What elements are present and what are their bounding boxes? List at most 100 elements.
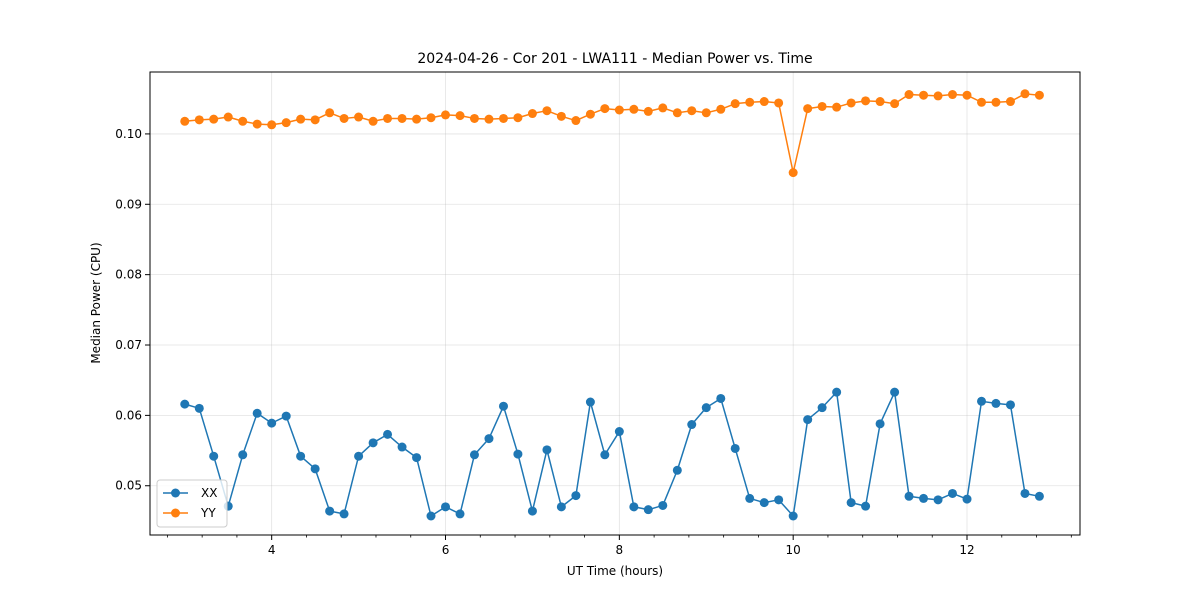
series-xx-point xyxy=(745,493,755,503)
series-xx-point xyxy=(730,443,740,453)
series-yy-point xyxy=(484,114,494,124)
axis-ticks: 4 6 8 10 12 0.05 0.06 0.07 0.08 0.09 0.10 xyxy=(115,127,1072,557)
series-xx-point xyxy=(962,494,972,504)
legend-yy-label: YY xyxy=(200,506,216,520)
series-yy-point xyxy=(643,106,653,116)
series-xx-point xyxy=(469,450,479,460)
series-xx-point xyxy=(556,502,566,512)
series-xx xyxy=(180,387,1044,521)
series-xx-point xyxy=(861,501,871,511)
series-yy-point xyxy=(672,108,682,118)
series-xx-point xyxy=(542,445,552,455)
series-yy-point xyxy=(890,99,900,109)
series-yy-point xyxy=(701,108,711,118)
series-yy-point xyxy=(585,109,595,119)
y-tick-label: 0.06 xyxy=(115,408,142,422)
series-yy-point xyxy=(730,99,740,109)
series-yy-point xyxy=(1034,90,1044,100)
series-xx-point xyxy=(759,498,769,508)
series-yy-point xyxy=(962,90,972,100)
legend-yy-marker xyxy=(171,508,180,518)
legend-xx-label: XX xyxy=(201,486,217,500)
series-xx-point xyxy=(397,442,407,452)
series-yy-point xyxy=(832,102,842,112)
series-yy-point xyxy=(904,90,914,100)
series-xx-point xyxy=(296,451,306,461)
series-yy-point xyxy=(947,90,957,100)
series-yy-point xyxy=(469,113,479,123)
series-yy-point xyxy=(527,109,537,119)
series-xx-point xyxy=(354,451,364,461)
y-tick-label: 0.05 xyxy=(115,479,142,493)
series-yy-point xyxy=(368,116,378,126)
series-xx-point xyxy=(933,495,943,505)
series-xx-point xyxy=(600,450,610,460)
series-yy-point xyxy=(919,90,929,100)
series-xx-point xyxy=(890,387,900,397)
series-xx-point xyxy=(238,450,248,460)
series-xx-point xyxy=(919,493,929,503)
series-yy-point xyxy=(571,116,581,126)
series-yy-point xyxy=(629,104,639,114)
series-yy-point xyxy=(745,97,755,107)
series-xx-point xyxy=(658,500,668,510)
chart-title: 2024-04-26 - Cor 201 - LWA111 - Median P… xyxy=(417,51,812,67)
series-yy-point xyxy=(991,97,1001,107)
series-yy-point xyxy=(658,103,668,113)
series-yy-point xyxy=(296,114,306,124)
series-yy-point xyxy=(542,106,552,116)
series-xx-point xyxy=(788,511,798,521)
legend-xx-marker xyxy=(171,488,180,498)
series-xx-point xyxy=(904,491,914,501)
series-yy-point xyxy=(383,113,393,123)
series-yy-point xyxy=(281,118,291,128)
y-tick-label: 0.08 xyxy=(115,268,142,282)
grid xyxy=(150,72,1080,535)
x-axis-label: UT Time (hours) xyxy=(567,564,663,578)
series-yy-point xyxy=(209,114,219,124)
series-xx-point xyxy=(441,502,451,512)
series-xx-point xyxy=(774,495,784,505)
series-yy-point xyxy=(846,98,856,108)
series-xx-point xyxy=(817,403,827,413)
series-xx-point xyxy=(325,506,335,516)
y-axis-label: Median Power (CPU) xyxy=(89,242,103,363)
series-yy-point xyxy=(977,97,987,107)
series-yy-point xyxy=(194,115,204,125)
series-yy-point xyxy=(238,116,248,126)
series-yy-point xyxy=(788,168,798,178)
series-xx-point xyxy=(1020,488,1030,498)
series-yy-point xyxy=(223,112,233,122)
series-xx-point xyxy=(1034,491,1044,501)
series-yy-point xyxy=(716,104,726,114)
series-yy-point xyxy=(861,96,871,106)
series-yy-point xyxy=(310,115,320,125)
legend: XX YY xyxy=(156,479,228,528)
series-xx-point xyxy=(571,491,581,501)
series-yy-point xyxy=(759,97,769,107)
series-xx-point xyxy=(832,387,842,397)
series-xx-point xyxy=(209,451,219,461)
series-xx-point xyxy=(991,398,1001,408)
series-yy-point xyxy=(556,111,566,121)
series-yy-point xyxy=(817,101,827,111)
series-yy-point xyxy=(933,91,943,101)
series-yy-point xyxy=(180,116,190,126)
series-xx-point xyxy=(498,401,508,411)
plot-frame xyxy=(149,71,1081,536)
series-yy-point xyxy=(441,110,451,120)
series-xx-point xyxy=(252,408,262,418)
y-tick-label: 0.07 xyxy=(115,338,142,352)
series-yy-point xyxy=(267,120,277,130)
series-yy-point xyxy=(600,104,610,114)
series-xx-point xyxy=(947,488,957,498)
series-yy-point xyxy=(687,106,697,116)
series-xx-line xyxy=(184,391,1040,517)
series-yy-point xyxy=(1005,97,1015,107)
series-yy-point xyxy=(397,113,407,123)
series-yy-point xyxy=(875,97,885,107)
series-xx-point xyxy=(267,418,277,428)
series-yy-point xyxy=(498,113,508,123)
series-xx-point xyxy=(629,502,639,512)
